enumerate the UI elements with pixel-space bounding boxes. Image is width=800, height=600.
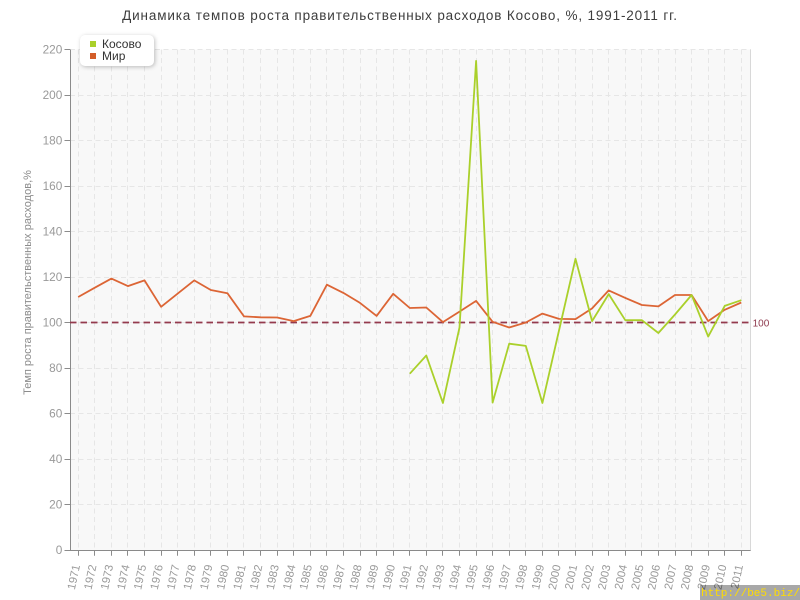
svg-text:1987: 1987 — [331, 564, 348, 591]
svg-text:2006: 2006 — [646, 564, 663, 591]
svg-text:140: 140 — [43, 225, 63, 239]
svg-text:2005: 2005 — [630, 564, 647, 591]
svg-text:1985: 1985 — [298, 564, 315, 591]
svg-text:80: 80 — [49, 361, 63, 375]
svg-text:1991: 1991 — [398, 564, 415, 591]
svg-text:1986: 1986 — [315, 564, 332, 591]
svg-text:2007: 2007 — [663, 564, 680, 591]
svg-text:2011: 2011 — [729, 564, 746, 590]
svg-text:220: 220 — [43, 43, 63, 57]
svg-text:200: 200 — [43, 88, 63, 102]
svg-text:1980: 1980 — [215, 564, 232, 591]
svg-text:1972: 1972 — [83, 564, 100, 591]
svg-text:1977: 1977 — [165, 564, 182, 591]
svg-text:60: 60 — [49, 407, 63, 421]
svg-text:100: 100 — [753, 319, 770, 330]
svg-text:1978: 1978 — [182, 564, 199, 591]
svg-text:1989: 1989 — [364, 564, 381, 591]
svg-text:180: 180 — [43, 134, 63, 148]
svg-text:2000: 2000 — [547, 564, 564, 591]
svg-text:40: 40 — [49, 452, 63, 466]
svg-text:1993: 1993 — [431, 564, 448, 591]
svg-text:120: 120 — [43, 270, 63, 284]
svg-text:1992: 1992 — [414, 564, 431, 591]
svg-text:2010: 2010 — [712, 564, 729, 591]
svg-text:2009: 2009 — [696, 564, 713, 591]
svg-text:1974: 1974 — [116, 564, 133, 591]
svg-text:1998: 1998 — [514, 564, 531, 591]
svg-text:1990: 1990 — [381, 564, 398, 591]
svg-text:2004: 2004 — [613, 564, 630, 591]
svg-text:1983: 1983 — [265, 564, 282, 591]
svg-text:1971: 1971 — [66, 564, 83, 591]
svg-text:1988: 1988 — [348, 564, 365, 591]
svg-text:1979: 1979 — [199, 564, 216, 591]
svg-text:100: 100 — [43, 316, 63, 330]
svg-text:1996: 1996 — [480, 564, 497, 591]
svg-text:1994: 1994 — [447, 564, 464, 591]
svg-text:2001: 2001 — [563, 564, 580, 591]
svg-text:2003: 2003 — [596, 564, 613, 591]
svg-text:Динамика темпов роста правител: Динамика темпов роста правительственных … — [122, 8, 678, 23]
svg-text:1976: 1976 — [149, 564, 166, 591]
svg-text:1995: 1995 — [464, 564, 481, 591]
svg-text:1975: 1975 — [132, 564, 149, 591]
svg-text:1984: 1984 — [281, 564, 298, 591]
svg-text:2008: 2008 — [679, 564, 696, 591]
svg-text:1973: 1973 — [99, 564, 116, 591]
svg-text:20: 20 — [49, 498, 63, 512]
svg-text:1982: 1982 — [248, 564, 265, 591]
svg-text:160: 160 — [43, 179, 63, 193]
svg-text:1999: 1999 — [530, 564, 547, 591]
svg-text:1997: 1997 — [497, 564, 514, 591]
svg-text:1981: 1981 — [232, 564, 249, 591]
svg-text:0: 0 — [56, 543, 63, 557]
svg-text:Темп роста правительственных р: Темп роста правительственных расходов,% — [22, 170, 34, 395]
svg-text:2002: 2002 — [580, 564, 597, 591]
